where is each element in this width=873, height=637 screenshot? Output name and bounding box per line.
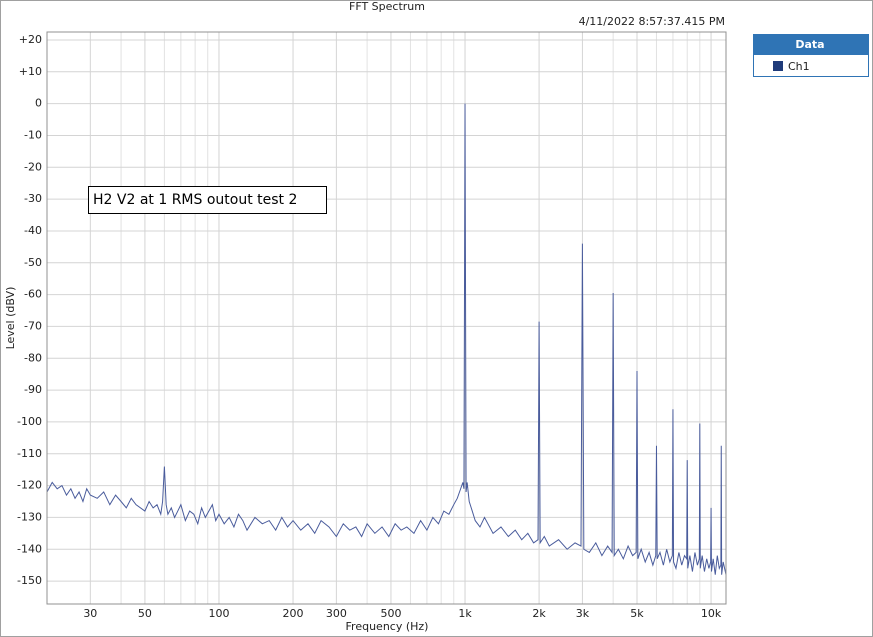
y-tick-label: -40 [24, 224, 42, 237]
y-tick-label: -50 [24, 256, 42, 269]
legend-label: Ch1 [788, 60, 810, 73]
y-tick-label: -150 [17, 574, 42, 587]
y-tick-label: +10 [19, 65, 42, 78]
x-tick-label: 10k [701, 607, 722, 620]
x-tick-label: 30 [83, 607, 97, 620]
plot-border [46, 31, 727, 605]
chart-title: FFT Spectrum [349, 0, 425, 13]
series-line [47, 103, 726, 575]
legend-title: Data [795, 38, 824, 51]
y-tick-label: -10 [24, 128, 42, 141]
y-tick-label: -30 [24, 192, 42, 205]
x-tick-label: 500 [380, 607, 401, 620]
x-tick-label: 50 [138, 607, 152, 620]
y-tick-label: -100 [17, 415, 42, 428]
x-tick-label: 300 [326, 607, 347, 620]
y-tick-label: -140 [17, 542, 42, 555]
x-tick-label: 200 [283, 607, 304, 620]
y-tick-label: -70 [24, 319, 42, 332]
y-tick-label: +20 [19, 33, 42, 46]
y-tick-label: -110 [17, 447, 42, 460]
annotation-box [88, 186, 327, 214]
y-tick-label: -120 [17, 479, 42, 492]
x-tick-label: 3k [576, 607, 590, 620]
x-axis-label: Frequency (Hz) [346, 620, 429, 633]
x-tick-label: 2k [532, 607, 546, 620]
plot-area [47, 32, 726, 604]
x-tick-label: 100 [208, 607, 229, 620]
x-tick-label: 1k [458, 607, 472, 620]
legend-box [753, 34, 869, 77]
y-tick-label: 0 [35, 97, 42, 110]
annotation: H2 V2 at 1 RMS outout test 2 [93, 192, 297, 208]
y-axis-label: Level (dBV) [4, 287, 17, 350]
y-tick-label: -90 [24, 383, 42, 396]
legend-swatch [773, 61, 783, 71]
y-tick-label: -60 [24, 288, 42, 301]
y-tick-label: -80 [24, 351, 42, 364]
y-tick-label: -20 [24, 160, 42, 173]
legend-header [753, 34, 868, 55]
y-tick-label: -130 [17, 510, 42, 523]
x-tick-label: 5k [630, 607, 644, 620]
timestamp: 4/11/2022 8:57:37.415 PM [579, 15, 725, 28]
